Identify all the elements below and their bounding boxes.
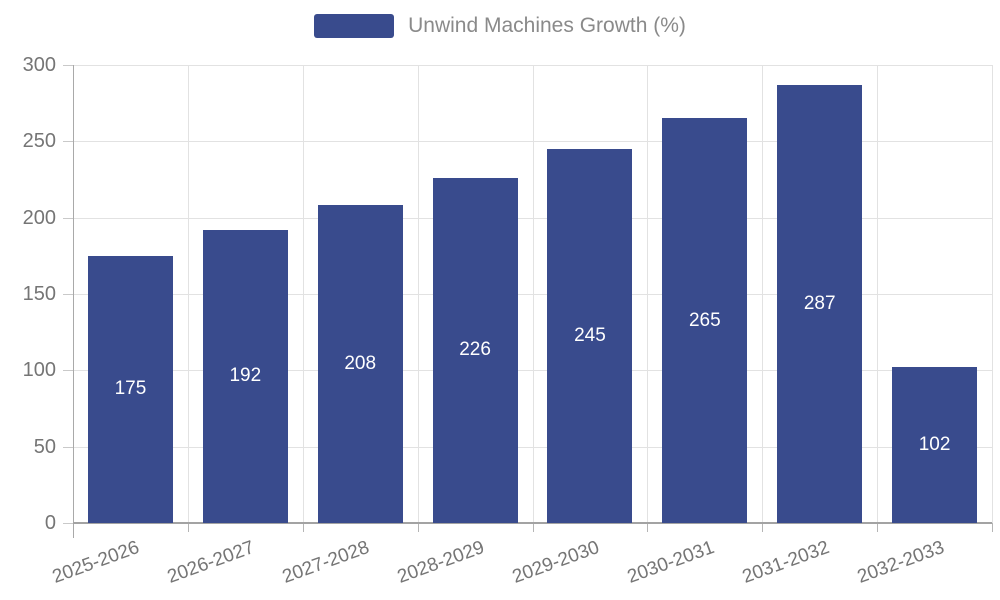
- bar-value-label: 226: [459, 339, 491, 361]
- bar-value-label: 245: [574, 324, 606, 346]
- bar-value-label: 208: [344, 353, 377, 375]
- v-gridline: [187, 65, 189, 523]
- v-gridline: [417, 65, 419, 523]
- x-axis-tick: [877, 523, 879, 532]
- x-axis-tick: [992, 523, 993, 532]
- x-tick-label: 2029-2030: [509, 537, 603, 588]
- x-tick-label: 2031-2032: [739, 537, 832, 588]
- bar-value-label: 287: [803, 292, 836, 314]
- y-axis-tick: [63, 217, 73, 219]
- y-tick-label: 100: [22, 359, 56, 382]
- y-axis-tick: [63, 523, 73, 524]
- y-tick-label: 200: [22, 206, 56, 229]
- x-tick-label: 2025-2026: [50, 537, 143, 588]
- x-axis-tick: [762, 523, 764, 532]
- bar-2028-2029[interactable]: [433, 177, 518, 523]
- x-axis-tick: [532, 523, 534, 532]
- v-gridline: [992, 65, 993, 523]
- x-axis-tick: [647, 523, 649, 532]
- x-axis-tick: [187, 523, 189, 532]
- x-tick-label: 2032-2033: [854, 537, 947, 588]
- legend-item[interactable]: Unwind Machines Growth (%): [0, 14, 1000, 38]
- x-axis-tick: [302, 523, 304, 532]
- legend-swatch: [314, 14, 395, 38]
- x-tick-label: 2030-2031: [624, 537, 717, 588]
- y-axis-tick: [63, 370, 73, 372]
- bar-value-label: 175: [114, 378, 147, 400]
- y-axis-tick: [63, 65, 73, 66]
- y-tick-label: 300: [22, 54, 56, 76]
- y-axis-line: [73, 65, 74, 538]
- x-axis-line: [73, 522, 992, 524]
- bar-2031-2032[interactable]: [777, 84, 862, 523]
- y-tick-label: 150: [22, 283, 56, 305]
- x-axis-tick: [417, 523, 419, 532]
- y-axis-tick: [63, 294, 73, 295]
- bar-2025-2026[interactable]: [88, 255, 173, 523]
- bar-value-label: 102: [918, 434, 951, 456]
- x-tick-label: 2028-2029: [394, 537, 488, 588]
- y-tick-label: 0: [44, 512, 56, 534]
- plot-area: [73, 65, 993, 523]
- v-gridline: [532, 65, 534, 523]
- x-tick-label: 2026-2027: [164, 537, 258, 588]
- y-tick-label: 50: [33, 435, 56, 458]
- bar-2026-2027[interactable]: [203, 229, 288, 523]
- y-axis-tick: [63, 446, 73, 448]
- v-gridline: [302, 65, 304, 523]
- bar-2030-2031[interactable]: [662, 118, 747, 523]
- bar-2029-2030[interactable]: [547, 148, 632, 523]
- y-axis-tick: [63, 141, 73, 143]
- v-gridline: [762, 65, 764, 523]
- v-gridline: [877, 65, 879, 523]
- bar-value-label: 265: [688, 309, 721, 331]
- v-gridline: [647, 65, 649, 523]
- bar-value-label: 192: [229, 365, 262, 387]
- legend-label: Unwind Machines Growth (%): [408, 14, 686, 37]
- x-tick-label: 2027-2028: [279, 537, 373, 588]
- bar-2027-2028[interactable]: [318, 205, 403, 523]
- bar-2032-2033[interactable]: [892, 367, 977, 523]
- y-tick-label: 250: [22, 130, 56, 153]
